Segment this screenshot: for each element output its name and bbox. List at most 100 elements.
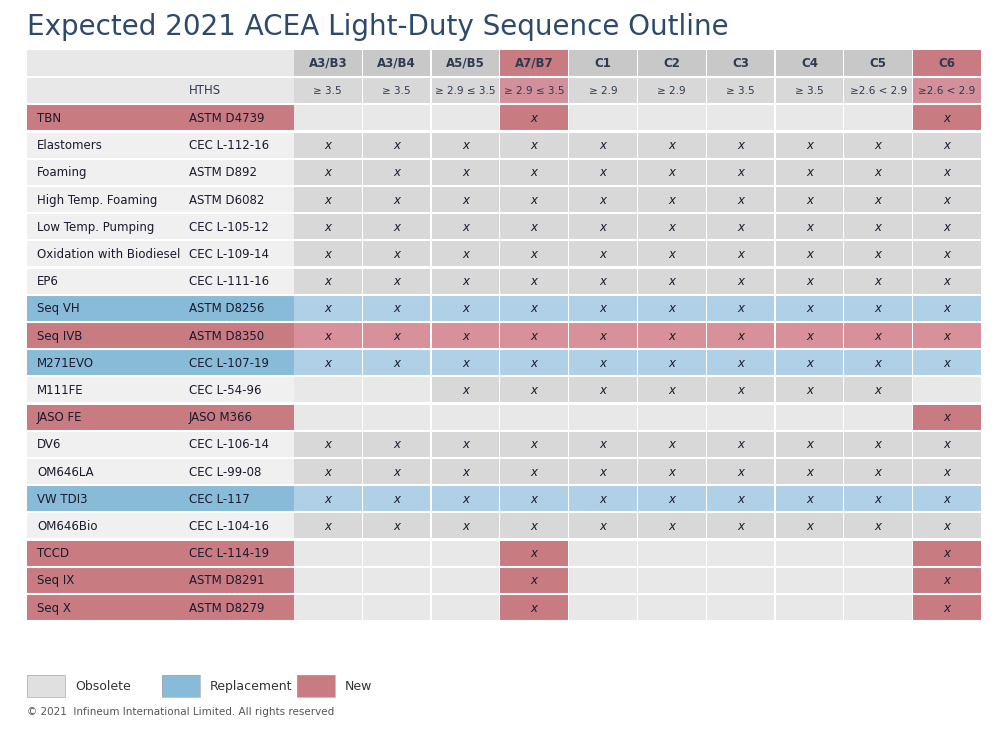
Bar: [179, 513, 294, 539]
Bar: [432, 405, 499, 430]
Bar: [569, 486, 637, 512]
Bar: [913, 77, 981, 104]
Text: x: x: [668, 166, 675, 179]
Bar: [845, 187, 912, 213]
Bar: [638, 350, 705, 376]
Text: x: x: [875, 302, 882, 315]
Text: x: x: [944, 493, 951, 506]
Bar: [913, 269, 981, 294]
Bar: [845, 378, 912, 403]
Text: x: x: [875, 466, 882, 479]
Bar: [706, 77, 775, 104]
Text: ≥ 2.9: ≥ 2.9: [589, 86, 617, 96]
Bar: [27, 675, 65, 697]
Text: x: x: [806, 466, 813, 479]
Bar: [432, 105, 499, 132]
Bar: [569, 568, 637, 594]
Bar: [706, 513, 775, 539]
Bar: [27, 675, 65, 697]
Bar: [845, 323, 912, 349]
Bar: [294, 132, 362, 159]
Text: x: x: [531, 356, 538, 370]
Bar: [500, 296, 568, 322]
Bar: [706, 214, 775, 240]
Text: x: x: [668, 193, 675, 206]
Text: Seq VH: Seq VH: [37, 302, 79, 315]
Bar: [569, 160, 637, 186]
Text: x: x: [806, 248, 813, 261]
Bar: [179, 242, 294, 267]
Bar: [638, 77, 705, 104]
Text: x: x: [531, 275, 538, 288]
Text: x: x: [531, 329, 538, 343]
Bar: [294, 187, 362, 213]
Bar: [776, 105, 844, 132]
Bar: [638, 105, 705, 132]
Text: x: x: [599, 248, 606, 261]
Text: x: x: [737, 493, 744, 506]
Text: M271EVO: M271EVO: [37, 356, 94, 370]
Text: x: x: [875, 520, 882, 533]
Bar: [776, 432, 844, 458]
Bar: [845, 160, 912, 186]
Bar: [27, 350, 179, 376]
Bar: [179, 541, 294, 567]
Text: x: x: [737, 329, 744, 343]
Bar: [638, 132, 705, 159]
Text: ≥2.6 < 2.9: ≥2.6 < 2.9: [850, 86, 907, 96]
Bar: [27, 323, 179, 349]
Bar: [432, 459, 499, 485]
Text: x: x: [531, 520, 538, 533]
Text: JASO M366: JASO M366: [189, 411, 253, 424]
Bar: [179, 595, 294, 621]
Text: ≥2.6 < 2.9: ≥2.6 < 2.9: [919, 86, 976, 96]
Bar: [179, 432, 294, 458]
Text: x: x: [944, 356, 951, 370]
Text: JASO FE: JASO FE: [37, 411, 82, 424]
Bar: [776, 214, 844, 240]
Text: x: x: [531, 248, 538, 261]
Bar: [500, 187, 568, 213]
Bar: [363, 378, 431, 403]
Bar: [500, 269, 568, 294]
Bar: [776, 541, 844, 567]
Bar: [845, 486, 912, 512]
Bar: [638, 296, 705, 322]
Text: HTHS: HTHS: [189, 84, 221, 97]
Bar: [913, 105, 981, 132]
Bar: [297, 675, 335, 697]
Text: x: x: [806, 438, 813, 452]
Bar: [27, 105, 179, 132]
Bar: [179, 50, 294, 77]
Bar: [294, 242, 362, 267]
Text: C3: C3: [732, 57, 749, 70]
Text: x: x: [668, 520, 675, 533]
Text: CEC L-109-14: CEC L-109-14: [189, 248, 269, 261]
Text: x: x: [531, 193, 538, 206]
Bar: [294, 269, 362, 294]
Text: x: x: [737, 356, 744, 370]
Bar: [776, 459, 844, 485]
Text: x: x: [393, 139, 400, 152]
Bar: [569, 595, 637, 621]
Text: x: x: [462, 466, 469, 479]
Bar: [776, 350, 844, 376]
Bar: [706, 541, 775, 567]
Text: x: x: [325, 139, 332, 152]
Text: DV6: DV6: [37, 438, 61, 452]
Text: CEC L-111-16: CEC L-111-16: [189, 275, 270, 288]
Bar: [162, 675, 200, 697]
Bar: [27, 486, 179, 512]
Text: x: x: [875, 166, 882, 179]
Bar: [913, 323, 981, 349]
Bar: [363, 486, 431, 512]
Text: x: x: [668, 221, 675, 234]
Text: x: x: [875, 139, 882, 152]
Text: x: x: [944, 221, 951, 234]
Bar: [706, 50, 775, 77]
Text: x: x: [599, 166, 606, 179]
Text: x: x: [325, 166, 332, 179]
Text: x: x: [668, 438, 675, 452]
Text: x: x: [325, 221, 332, 234]
Bar: [913, 187, 981, 213]
